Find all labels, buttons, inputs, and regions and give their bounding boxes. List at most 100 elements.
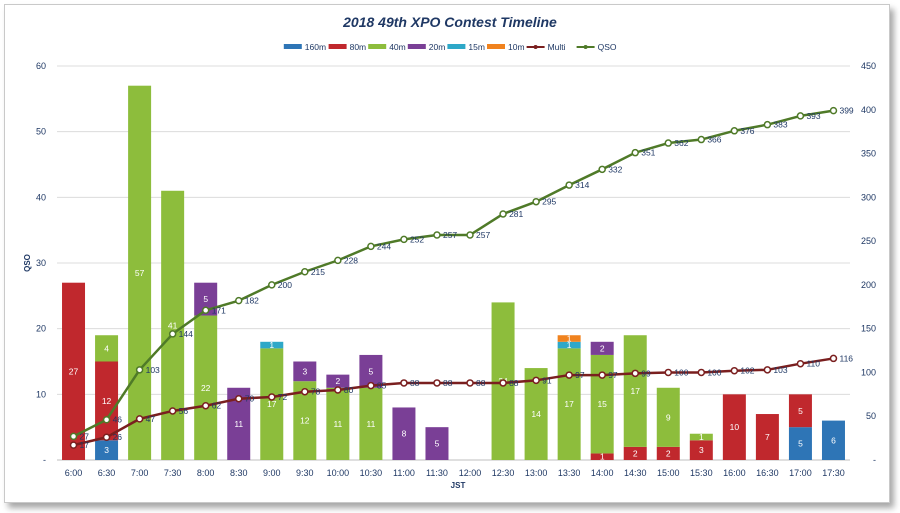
point-qso — [664, 139, 673, 147]
legend-label-40m: 40m — [389, 42, 406, 52]
point-qso — [367, 242, 375, 251]
bar-label-20m: 2 — [335, 376, 340, 386]
right-tick-label: - — [873, 455, 876, 465]
bar-20m-8-30 — [227, 387, 251, 460]
bar-160m-17-00 — [788, 427, 812, 460]
right-tick-label: 450 — [861, 61, 876, 71]
left-tick-label: 50 — [36, 127, 46, 137]
x-tick-label: 12:30 — [492, 468, 515, 478]
point-label-qso: 103 — [146, 365, 160, 375]
point-multi — [730, 366, 739, 375]
bar-label-40m: 9 — [666, 412, 671, 422]
point-label-multi: 78 — [311, 387, 321, 397]
bars — [62, 85, 845, 460]
point-multi — [301, 387, 309, 396]
point-label-qso: 215 — [311, 267, 325, 277]
right-tick-label: 250 — [861, 236, 876, 246]
point-label-qso: 376 — [740, 126, 754, 136]
point-multi — [631, 369, 639, 378]
point-label-qso: 27 — [80, 431, 90, 441]
x-axis-ticks: 6:00 6:30 7:00 7:30 8:00 8:30 9:00 9:30 10:00 10:… — [65, 468, 845, 478]
bar-40m-14-30 — [623, 335, 647, 447]
legend: 160m 80m 40m 20m 15m 10m Multi QSO — [283, 42, 617, 52]
bar-label-80m: 1 — [600, 452, 605, 462]
point-label-multi: 17 — [80, 440, 90, 450]
bar-160m-6-30 — [95, 440, 119, 460]
point-multi — [829, 354, 838, 363]
point-qso — [598, 165, 606, 174]
bar-20m-9-30 — [293, 361, 317, 382]
right-tick-label: 400 — [861, 105, 876, 115]
bar-40m-15-00 — [656, 387, 680, 447]
point-label-multi: 110 — [806, 359, 820, 369]
point-label-multi: 88 — [443, 378, 453, 388]
right-tick-label: 50 — [866, 411, 876, 421]
point-label-qso: 366 — [707, 135, 721, 145]
point-label-qso: 228 — [344, 255, 358, 265]
x-tick-label: 17:30 — [822, 468, 845, 478]
legend-swatch-20m — [407, 44, 426, 49]
point-label-multi: 103 — [773, 365, 787, 375]
x-tick-label: 16:30 — [756, 468, 779, 478]
bar-label-40m: 41 — [168, 320, 178, 330]
bar-label-40m: 12 — [300, 416, 310, 426]
bar-20m-11-00 — [392, 407, 416, 460]
point-multi — [268, 393, 276, 401]
bar-40m-6-30 — [95, 335, 119, 362]
left-tick-label: 40 — [36, 192, 46, 202]
legend-label-qso: QSO — [598, 42, 617, 52]
point-label-qso: 257 — [476, 230, 490, 240]
legend-label-10m: 10m — [508, 42, 525, 52]
point-label-multi: 100 — [674, 367, 688, 377]
bar-80m-17-00 — [788, 394, 812, 428]
point-label-qso: 200 — [278, 280, 292, 290]
x-tick-label: 15:00 — [657, 468, 680, 478]
left-tick-label: 60 — [36, 61, 46, 71]
point-multi — [433, 379, 441, 387]
line-multi — [73, 357, 834, 447]
gridlines — [57, 65, 850, 461]
bar-40m-7-30 — [161, 190, 185, 460]
point-label-multi: 116 — [839, 353, 853, 363]
bar-label-80m: 2 — [666, 448, 671, 458]
right-tick-label: 300 — [861, 192, 876, 202]
legend-swatch-80m — [328, 44, 347, 49]
bar-20m-10-00 — [326, 374, 350, 388]
point-qso — [268, 281, 276, 289]
legend-swatch-15m — [447, 44, 466, 49]
legend-label-20m: 20m — [429, 42, 446, 52]
legend-marker-qso — [583, 45, 588, 49]
point-multi — [466, 379, 474, 387]
bar-label-40m: 57 — [135, 268, 145, 278]
point-label-qso: 362 — [674, 138, 688, 148]
point-qso — [334, 256, 342, 265]
bar-label-20m: 2 — [600, 343, 605, 353]
point-qso — [565, 181, 573, 189]
point-label-multi: 47 — [146, 414, 156, 424]
y-axis-label: QSO — [23, 254, 32, 272]
bar-20m-11-30 — [425, 427, 449, 460]
x-tick-label: 11:30 — [426, 468, 448, 478]
legend-swatch-40m — [368, 44, 387, 49]
bar-20m-10-30 — [359, 354, 383, 388]
bar-40m-8-00 — [194, 315, 218, 460]
legend-label-multi: Multi — [548, 42, 566, 52]
bar-labels: 2731245741225111711231121158524141711115… — [69, 268, 836, 462]
bar-label-40m: 4 — [104, 343, 109, 353]
point-label-multi: 91 — [542, 375, 552, 385]
right-axis-ticks: - 50 100 150 200 250 300 350 400 450 — [861, 61, 876, 465]
bar-label-20m: 3 — [302, 366, 307, 376]
point-label-qso: 383 — [773, 120, 787, 130]
point-label-multi: 88 — [509, 378, 519, 388]
legend-marker-multi — [533, 45, 538, 49]
bar-80m-14-00 — [590, 453, 614, 460]
bar-40m-13-00 — [524, 368, 548, 460]
bar-80m-15-30 — [689, 440, 713, 460]
legend-label-80m: 80m — [350, 42, 367, 52]
bar-label-80m: 27 — [69, 366, 79, 376]
point-label-qso: 295 — [542, 197, 556, 207]
bar-label-80m: 10 — [730, 422, 740, 432]
point-label-qso: 252 — [410, 234, 424, 244]
